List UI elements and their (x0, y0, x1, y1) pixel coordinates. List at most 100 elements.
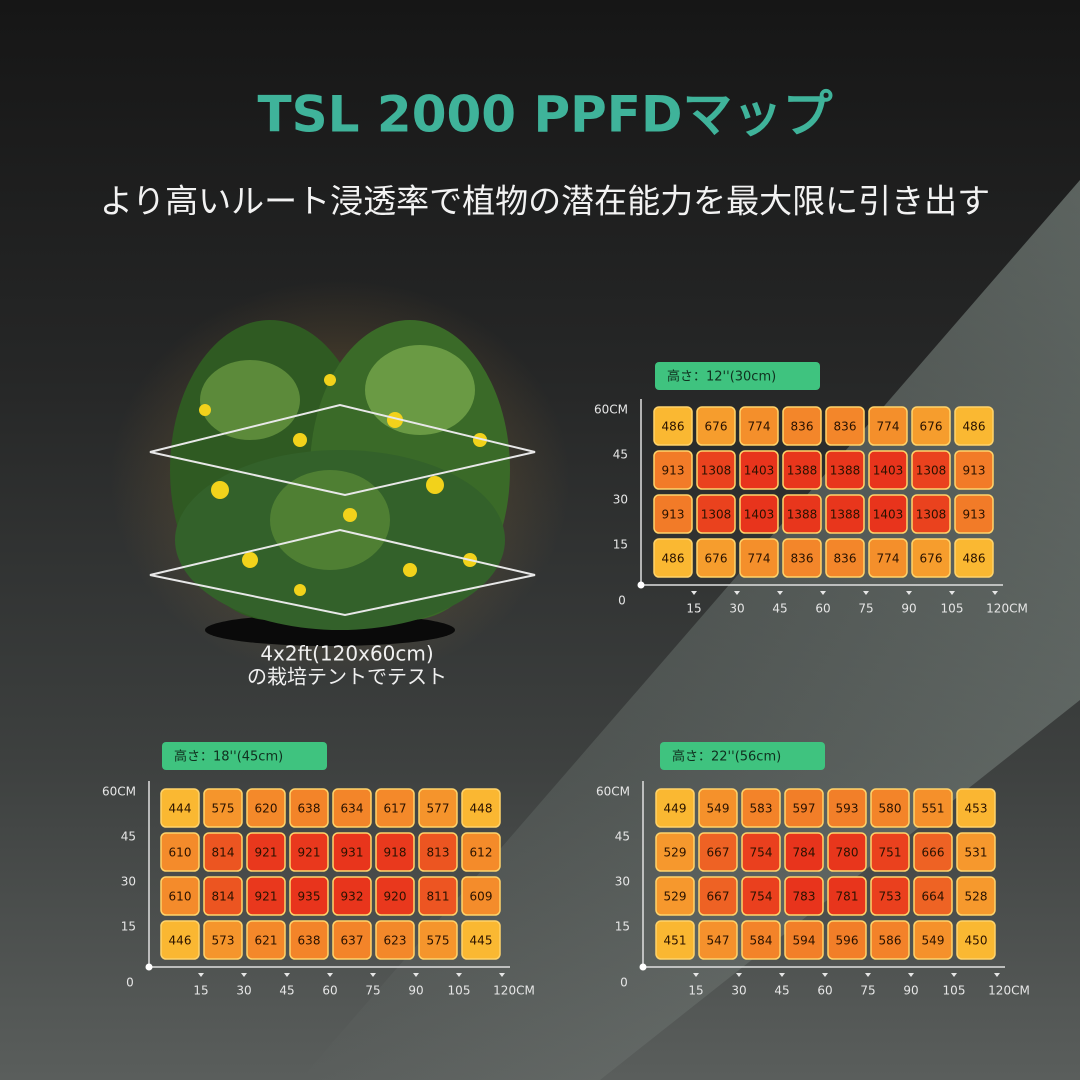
x-label: 60 (322, 984, 337, 998)
ppfd-cell (739, 538, 779, 578)
x-label: 120CM (493, 984, 535, 998)
ppfd-cell (782, 406, 822, 446)
ppfd-cell (911, 406, 951, 446)
ppfd-value: 784 (793, 846, 816, 860)
origin-label: 0 (620, 976, 628, 990)
ppfd-cell (332, 920, 372, 960)
ppfd-cell (655, 920, 695, 960)
x-label: 45 (774, 984, 789, 998)
ppfd-value: 666 (922, 846, 945, 860)
ppfd-value: 913 (963, 508, 986, 522)
ppfd-value: 931 (341, 846, 364, 860)
ppfd-value: 528 (965, 890, 988, 904)
x-label: 105 (943, 984, 966, 998)
x-label: 30 (731, 984, 746, 998)
height-label: 高さ：22''(56cm) (672, 749, 781, 765)
ppfd-value: 1308 (701, 508, 732, 522)
ppfd-cell (870, 832, 910, 872)
ppfd-cell (827, 788, 867, 828)
ppfd-cell (827, 876, 867, 916)
ppfd-value: 617 (384, 802, 407, 816)
x-marker (949, 591, 955, 595)
ppfd-value: 583 (750, 802, 773, 816)
ppfd-value: 774 (748, 420, 771, 434)
x-marker (693, 973, 699, 977)
ppfd-cell (956, 832, 996, 872)
height-pill (162, 742, 327, 770)
x-label: 90 (408, 984, 423, 998)
ppfd-value: 575 (427, 934, 450, 948)
ppfd-cell (870, 920, 910, 960)
x-label: 30 (729, 602, 744, 616)
ppfd-cell (868, 494, 908, 534)
ppfd-cell (911, 494, 951, 534)
ppfd-value: 580 (879, 802, 902, 816)
ppfd-cell (827, 832, 867, 872)
ppfd-cell (160, 832, 200, 872)
ppfd-cell (825, 450, 865, 490)
y-label: 45 (615, 830, 630, 844)
ppfd-value: 584 (750, 934, 773, 948)
ppfd-cell (698, 788, 738, 828)
y-label: 15 (613, 538, 628, 552)
ppfd-value: 1308 (701, 464, 732, 478)
ppfd-value: 609 (470, 890, 493, 904)
ppfd-value: 586 (879, 934, 902, 948)
ppfd-value: 444 (169, 802, 192, 816)
ppfd-value: 913 (662, 508, 685, 522)
ppfd-value: 913 (963, 464, 986, 478)
ppfd-value: 664 (922, 890, 945, 904)
ppfd-cell (913, 832, 953, 872)
ppfd-cell (825, 538, 865, 578)
ppfd-value: 577 (427, 802, 450, 816)
ppfd-value: 547 (707, 934, 730, 948)
ppfd-value: 667 (707, 846, 730, 860)
ppfd-value: 486 (662, 420, 685, 434)
ppfd-value: 753 (879, 890, 902, 904)
ppfd-value: 549 (707, 802, 730, 816)
ppfd-cell (911, 450, 951, 490)
ppfd-cell (868, 450, 908, 490)
ppfd-value: 620 (255, 802, 278, 816)
ppfd-value: 596 (836, 934, 859, 948)
x-label: 75 (858, 602, 873, 616)
x-marker (777, 591, 783, 595)
ppfd-value: 612 (470, 846, 493, 860)
y-label: 15 (121, 920, 136, 934)
ppfd-value: 610 (169, 846, 192, 860)
ppfd-value: 1403 (873, 464, 904, 478)
y-label: 45 (121, 830, 136, 844)
ppfd-cell (653, 406, 693, 446)
x-marker (499, 973, 505, 977)
ppfd-value: 1403 (744, 464, 775, 478)
x-marker (951, 973, 957, 977)
ppfd-cell (956, 920, 996, 960)
y-label: 60CM (594, 403, 628, 417)
ppfd-value: 1308 (916, 464, 947, 478)
ppfd-value: 531 (965, 846, 988, 860)
ppfd-cell (739, 494, 779, 534)
x-label: 15 (688, 984, 703, 998)
ppfd-cell (418, 876, 458, 916)
ppfd-cell (203, 832, 243, 872)
ppfd-value: 637 (341, 934, 364, 948)
ppfd-cell (741, 832, 781, 872)
ppfd-value: 623 (384, 934, 407, 948)
photo-caption: 4x2ft(120x60cm) (260, 642, 433, 666)
x-marker (736, 973, 742, 977)
ppfd-value: 486 (963, 420, 986, 434)
ppfd-cell (739, 450, 779, 490)
x-marker (691, 591, 697, 595)
x-marker (822, 973, 828, 977)
ppfd-cell (418, 832, 458, 872)
ppfd-cell (954, 406, 994, 446)
ppfd-value: 814 (212, 890, 235, 904)
height-label: 高さ：12''(30cm) (667, 369, 776, 385)
ppfd-value: 549 (922, 934, 945, 948)
ppfd-cell (784, 788, 824, 828)
y-label: 30 (615, 875, 630, 889)
ppfd-cell (160, 920, 200, 960)
ppfd-cell (655, 876, 695, 916)
ppfd-value: 836 (834, 552, 857, 566)
origin-label: 0 (618, 594, 626, 608)
